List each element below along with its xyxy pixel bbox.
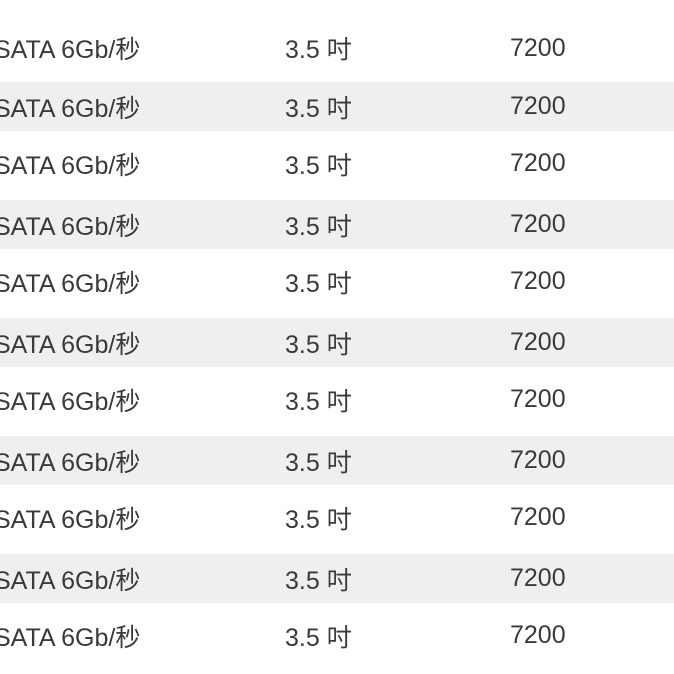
table-row: SATA 6Gb/秒 3.5 吋 7200 (0, 200, 674, 249)
form-factor-cell: 3.5 吋 (285, 212, 352, 241)
rpm-cell: 7200 (510, 33, 566, 62)
rpm-cell: 7200 (510, 149, 566, 177)
table-row: SATA 6Gb/秒 3.5 吋 7200 (0, 249, 674, 318)
form-factor-cell: 3.5 吋 (285, 505, 352, 534)
interface-cell: SATA 6Gb/秒 (0, 505, 141, 534)
table-row: SATA 6Gb/秒 3.5 吋 7200 (0, 436, 674, 485)
interface-cell: SATA 6Gb/秒 (0, 566, 141, 595)
interface-cell: SATA 6Gb/秒 (0, 330, 141, 359)
interface-cell: SATA 6Gb/秒 (0, 151, 141, 180)
interface-cell: SATA 6Gb/秒 (0, 94, 141, 123)
rpm-cell: 7200 (510, 385, 566, 413)
rpm-cell: 7200 (510, 503, 566, 531)
table-row: SATA 6Gb/秒 3.5 吋 7200 (0, 554, 674, 603)
rpm-cell: 7200 (510, 621, 566, 649)
form-factor-cell: 3.5 吋 (285, 151, 352, 180)
interface-cell: SATA 6Gb/秒 (0, 212, 141, 241)
table-row: SATA 6Gb/秒 3.5 吋 7200 (0, 131, 674, 200)
form-factor-cell: 3.5 吋 (285, 448, 352, 477)
rpm-cell: 7200 (510, 210, 566, 238)
interface-cell: SATA 6Gb/秒 (0, 269, 141, 298)
interface-cell: SATA 6Gb/秒 (0, 36, 141, 64)
table-row: SATA 6Gb/秒 3.5 吋 7200 (0, 318, 674, 367)
rpm-cell: 7200 (510, 564, 566, 592)
interface-cell: SATA 6Gb/秒 (0, 387, 141, 416)
interface-cell: SATA 6Gb/秒 (0, 623, 141, 652)
table-row: SATA 6Gb/秒 3.5 吋 7200 (0, 367, 674, 436)
rpm-cell: 7200 (510, 328, 566, 356)
table-row: SATA 6Gb/秒 3.5 吋 7200 (0, 485, 674, 554)
form-factor-cell: 3.5 吋 (285, 269, 352, 298)
form-factor-cell: 3.5 吋 (285, 566, 352, 595)
form-factor-cell: 3.5 吋 (285, 36, 352, 64)
form-factor-cell: 3.5 吋 (285, 623, 352, 652)
interface-cell: SATA 6Gb/秒 (0, 448, 141, 477)
table-row: SATA 6Gb/秒 3.5 吋 7200 (0, 82, 674, 131)
rpm-cell: 7200 (510, 92, 566, 120)
form-factor-cell: 3.5 吋 (285, 330, 352, 359)
rpm-cell: 7200 (510, 446, 566, 474)
rpm-cell: 7200 (510, 267, 566, 295)
table-row: SATA 6Gb/秒 3.5 吋 7200 (0, 0, 674, 82)
form-factor-cell: 3.5 吋 (285, 94, 352, 123)
form-factor-cell: 3.5 吋 (285, 387, 352, 416)
table-row: SATA 6Gb/秒 3.5 吋 7200 (0, 603, 674, 672)
